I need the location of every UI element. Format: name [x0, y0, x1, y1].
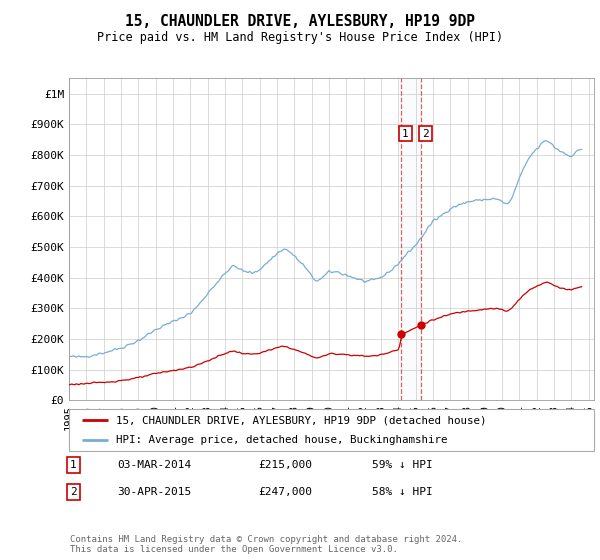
Text: 03-MAR-2014: 03-MAR-2014 — [117, 460, 191, 470]
Text: £247,000: £247,000 — [258, 487, 312, 497]
Text: 58% ↓ HPI: 58% ↓ HPI — [372, 487, 433, 497]
Text: 1: 1 — [402, 129, 409, 139]
Text: Price paid vs. HM Land Registry's House Price Index (HPI): Price paid vs. HM Land Registry's House … — [97, 31, 503, 44]
Text: £215,000: £215,000 — [258, 460, 312, 470]
Text: 15, CHAUNDLER DRIVE, AYLESBURY, HP19 9DP: 15, CHAUNDLER DRIVE, AYLESBURY, HP19 9DP — [125, 14, 475, 29]
Text: HPI: Average price, detached house, Buckinghamshire: HPI: Average price, detached house, Buck… — [116, 435, 448, 445]
Text: 2: 2 — [422, 129, 429, 139]
FancyBboxPatch shape — [69, 409, 594, 451]
Text: 1: 1 — [70, 460, 77, 470]
Bar — [401, 78, 421, 400]
Text: 59% ↓ HPI: 59% ↓ HPI — [372, 460, 433, 470]
Text: 15, CHAUNDLER DRIVE, AYLESBURY, HP19 9DP (detached house): 15, CHAUNDLER DRIVE, AYLESBURY, HP19 9DP… — [116, 415, 487, 425]
Text: 2: 2 — [70, 487, 77, 497]
Text: 30-APR-2015: 30-APR-2015 — [117, 487, 191, 497]
Text: Contains HM Land Registry data © Crown copyright and database right 2024.
This d: Contains HM Land Registry data © Crown c… — [70, 535, 463, 554]
